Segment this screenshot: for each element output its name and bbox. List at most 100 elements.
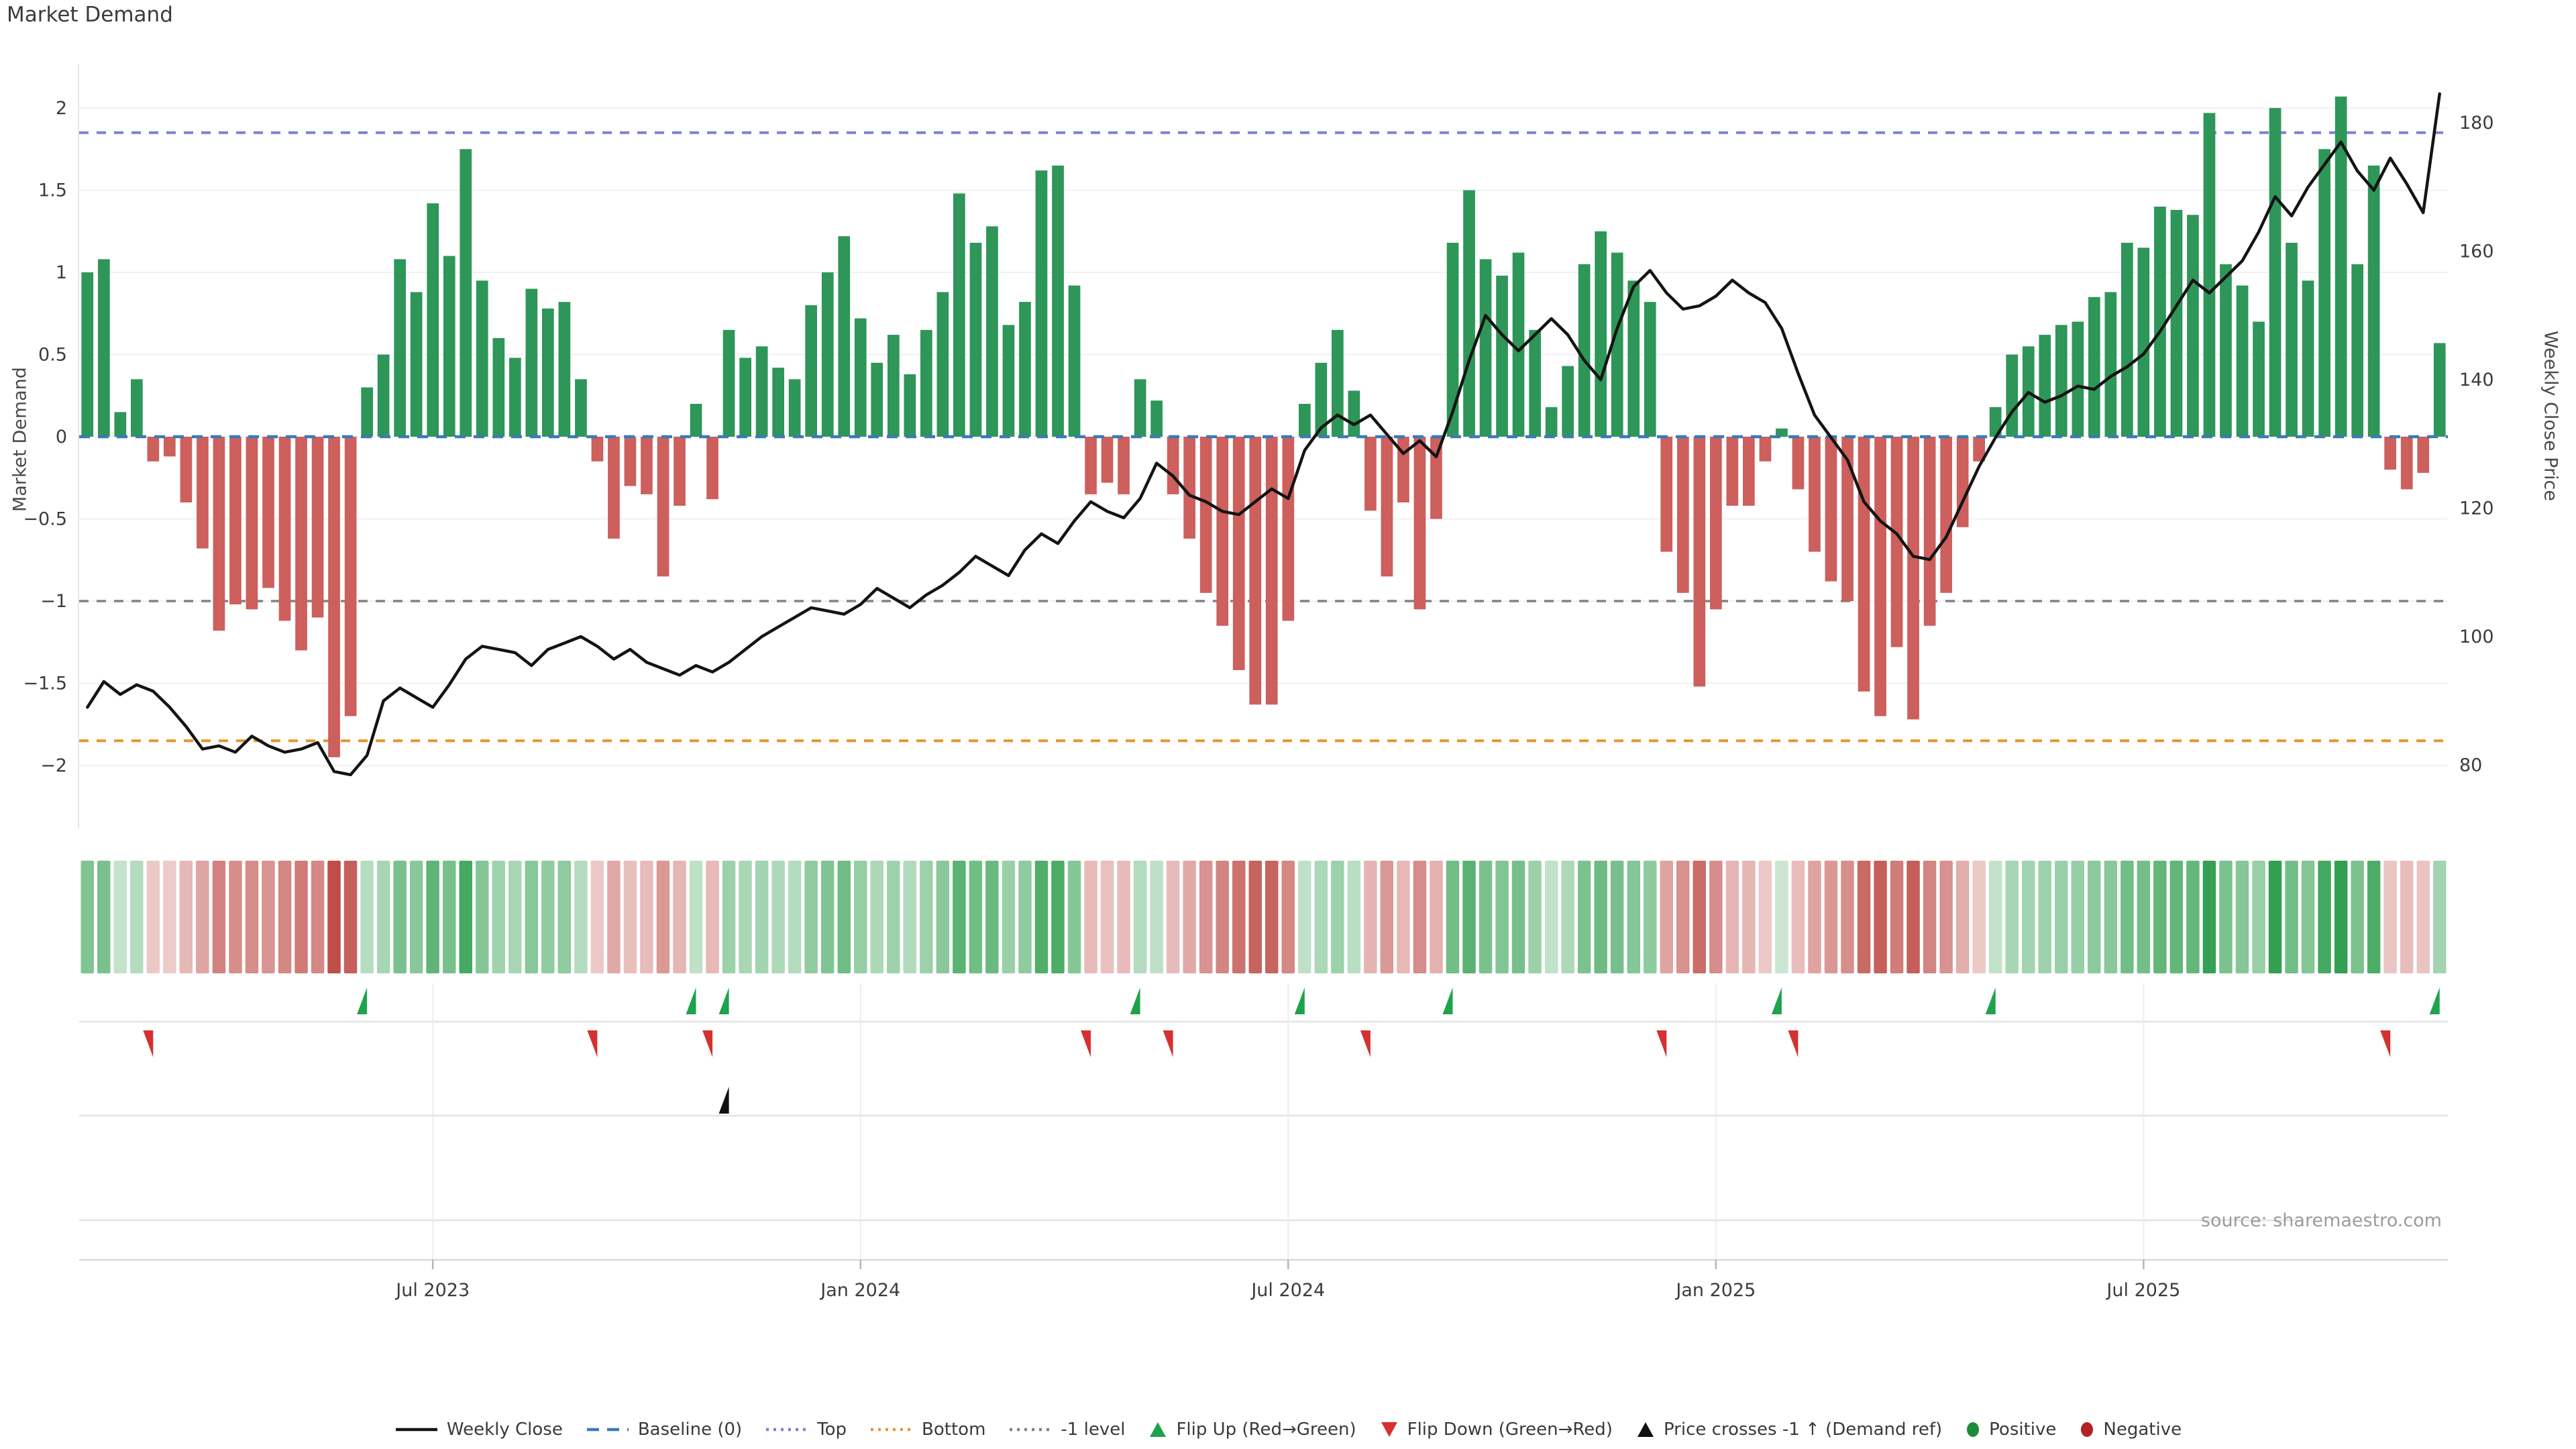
demand-bar	[1002, 325, 1015, 437]
demand-bar	[1332, 329, 1344, 437]
heatmap-cell	[311, 861, 325, 973]
heatmap-cell	[1511, 861, 1525, 973]
heatmap-cell	[969, 861, 983, 973]
heatmap-cell	[1758, 861, 1772, 973]
legend-item-label: -1 level	[1061, 1419, 1126, 1440]
demand-bar	[788, 379, 801, 437]
heatmap-cell	[2153, 861, 2167, 973]
price-cross-markers	[718, 1087, 729, 1114]
demand-bar	[1710, 437, 1722, 610]
demand-bar	[871, 362, 883, 437]
legend-item-label: Bottom	[922, 1419, 986, 1440]
heatmap-cell	[163, 861, 176, 973]
heatmap-cell	[2301, 861, 2315, 973]
demand-bar	[755, 346, 768, 437]
demand-bar	[2137, 248, 2150, 437]
svg-text:Jul 2023: Jul 2023	[394, 1280, 470, 1301]
demand-bar	[1413, 437, 1426, 610]
heatmap-cell	[590, 861, 604, 973]
demand-bar	[1299, 404, 1311, 437]
heatmap-cell	[673, 861, 686, 973]
flip-down-marker-icon	[2380, 1030, 2391, 1057]
demand-bar	[1529, 329, 1541, 437]
demand-bar	[311, 437, 324, 618]
demand-bar	[328, 437, 340, 757]
right-axis-ticks: 180 160 140 120 100 80	[2459, 113, 2494, 776]
heatmap-cell	[2252, 861, 2265, 973]
demand-bar	[262, 437, 274, 588]
flip-up-marker-icon	[1442, 987, 1453, 1014]
heatmap-cell	[2351, 861, 2364, 973]
heatmap-cell	[1742, 861, 1756, 973]
flip-up-marker-icon	[1771, 987, 1782, 1014]
demand-bar	[1989, 407, 2002, 437]
demand-bar	[2384, 437, 2396, 470]
demand-bars	[81, 96, 2446, 757]
heatmap-cell	[1232, 861, 1246, 973]
demand-bar	[1052, 165, 1064, 437]
legend-item: Bottom	[869, 1419, 985, 1440]
demand-bar	[197, 437, 209, 549]
heatmap-cell	[2202, 861, 2216, 973]
heatmap-cell	[640, 861, 653, 973]
demand-bar	[1890, 437, 1903, 647]
heatmap-cell	[1331, 861, 1344, 973]
heatmap-cell	[1166, 861, 1180, 973]
flip-up-marker-icon	[1130, 987, 1140, 1014]
heatmap-cell	[1100, 861, 1114, 973]
demand-bar	[131, 379, 143, 437]
demand-bar	[1381, 437, 1393, 577]
heatmap-cell	[443, 861, 456, 973]
legend-item-label: Flip Up (Red→Green)	[1176, 1419, 1356, 1440]
legend-item: Flip Up (Red→Green)	[1148, 1419, 1356, 1440]
heatmap-cell	[887, 861, 900, 973]
svg-text:1: 1	[56, 262, 67, 283]
demand-bar	[821, 272, 834, 437]
demand-bar	[2351, 264, 2363, 437]
heatmap-cell	[2104, 861, 2118, 973]
heatmap-cell	[212, 861, 226, 973]
heatmap-cell	[1594, 861, 1607, 973]
heatmap-cell	[722, 861, 736, 973]
demand-bar	[1479, 259, 1492, 437]
heatmap-cell	[1314, 861, 1328, 973]
svg-text:120: 120	[2459, 498, 2494, 519]
heatmap-cell	[376, 861, 390, 973]
legend-item: Negative	[2079, 1419, 2182, 1440]
flip-down-marker-icon	[1656, 1030, 1667, 1057]
demand-bar	[920, 329, 932, 437]
heatmap-cell	[327, 861, 341, 973]
heatmap-cell	[2071, 861, 2084, 973]
heatmap-cell	[2235, 861, 2249, 973]
legend-item-label: Baseline (0)	[637, 1419, 743, 1440]
demand-bar	[2187, 215, 2199, 437]
svg-text:Jan 2025: Jan 2025	[1674, 1280, 1756, 1301]
demand-bar	[904, 374, 916, 437]
demand-bar	[591, 437, 604, 462]
demand-bar	[1693, 437, 1706, 687]
heatmap-cell	[393, 861, 407, 973]
flip-down-marker-icon	[587, 1030, 598, 1057]
demand-bar	[2121, 242, 2133, 437]
heatmap-cell	[1462, 861, 1476, 973]
heatmap-cell	[1265, 861, 1279, 973]
demand-bar	[98, 259, 110, 437]
heatmap-cell	[1841, 861, 1854, 973]
legend-dashed-icon	[586, 1428, 629, 1432]
heatmap-cell	[1298, 861, 1311, 973]
heatmap-cell	[1364, 861, 1377, 973]
flip-up-marker-icon	[686, 987, 696, 1014]
demand-bar	[1512, 252, 1525, 437]
demand-bar	[147, 437, 160, 462]
demand-bar	[1792, 437, 1805, 490]
flip-up-marker-icon	[357, 987, 368, 1014]
demand-bar	[2203, 113, 2216, 437]
demand-bar	[1249, 437, 1262, 705]
heatmap-cell	[2121, 861, 2134, 973]
demand-bar	[164, 437, 176, 457]
demand-bar	[114, 412, 127, 437]
demand-bar	[936, 292, 949, 437]
heatmap-cell	[1479, 861, 1493, 973]
demand-bar	[229, 437, 241, 604]
demand-bar	[1677, 437, 1689, 593]
